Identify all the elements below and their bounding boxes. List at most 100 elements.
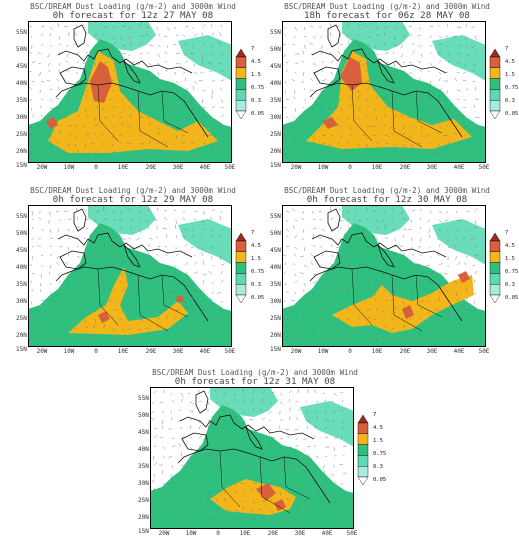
wind-arrow (213, 517, 218, 520)
wind-arrow (366, 217, 369, 221)
wind-arrow (312, 332, 314, 338)
wind-arrow (332, 427, 335, 430)
wind-arrow (463, 71, 467, 74)
wind-arrow (438, 219, 443, 223)
wind-arrow (198, 419, 200, 424)
wind-arrow (303, 44, 307, 49)
wind-arrow (339, 289, 342, 293)
wind-arrow (446, 327, 449, 332)
wind-arrow (216, 426, 220, 430)
wind-arrow (49, 282, 52, 285)
wind-arrow (337, 116, 341, 120)
wind-arrow (193, 210, 198, 212)
wind-arrow (184, 282, 189, 285)
wind-arrow (84, 143, 87, 148)
wind-arrow (94, 219, 98, 222)
lon-label: 50E (478, 348, 490, 355)
wind-arrow (438, 318, 440, 323)
wind-arrow (67, 336, 71, 340)
wind-arrow (119, 226, 123, 230)
wind-arrow (157, 62, 161, 67)
wind-arrow (366, 246, 372, 249)
wind-arrow (121, 309, 125, 314)
wind-arrow (333, 392, 337, 397)
wind-arrow (94, 132, 96, 136)
wind-arrow (159, 500, 164, 504)
country-border (219, 450, 311, 514)
wind-arrow (314, 445, 317, 448)
wind-arrow (419, 333, 422, 338)
wind-arrow (438, 263, 443, 266)
wind-arrow (348, 125, 352, 130)
wind-arrow (74, 32, 78, 37)
wind-arrow (112, 150, 117, 154)
wind-arrow (177, 419, 182, 422)
wind-arrow (295, 508, 299, 511)
wind-arrow (145, 71, 150, 74)
wind-arrow (402, 300, 404, 305)
wind-arrow (85, 133, 90, 136)
wind-arrow (243, 455, 246, 459)
wind-arrow (92, 264, 96, 268)
wind-arrow (301, 132, 305, 136)
wind-arrow (193, 219, 197, 221)
wind-arrow (292, 263, 296, 266)
wind-arrow (445, 282, 449, 285)
wind-arrow (279, 425, 281, 430)
wind-arrow (383, 255, 386, 259)
wind-arrow (76, 115, 80, 118)
wind-arrow (315, 416, 319, 421)
wind-arrow (252, 428, 256, 431)
wind-arrow (384, 69, 389, 73)
legend-label: 7 (251, 230, 255, 236)
wind-arrow (76, 334, 80, 338)
wind-arrow (357, 225, 359, 230)
wind-arrow (29, 152, 33, 155)
wind-arrow (92, 88, 96, 91)
wind-arrow (76, 298, 79, 302)
wind-arrow (402, 87, 404, 91)
wind-arrow (102, 152, 105, 155)
wind-arrow (112, 35, 115, 40)
wind-arrow (455, 210, 458, 213)
wind-arrow (128, 237, 132, 239)
wind-arrow (160, 516, 164, 520)
wind-arrow (312, 281, 317, 284)
wind-arrow (74, 143, 78, 148)
wind-arrow (270, 473, 275, 477)
wind-arrow (418, 327, 422, 332)
wind-arrow (208, 70, 213, 73)
wind-arrow (85, 246, 89, 251)
wind-arrow (224, 480, 227, 484)
wind-arrow (67, 253, 70, 257)
coastline (73, 208, 87, 232)
wind-arrow (85, 116, 89, 118)
wind-arrow (303, 325, 306, 329)
wind-arrow (291, 300, 296, 302)
wind-arrow (456, 261, 461, 266)
wind-arrow (288, 407, 292, 412)
wind-arrow (315, 491, 320, 495)
wind-arrow (324, 410, 327, 415)
wind-arrow (456, 71, 460, 74)
legend-swatch (235, 49, 247, 58)
dust-area-low (432, 35, 486, 81)
wind-arrow (47, 62, 51, 67)
wind-arrow (94, 318, 97, 323)
wind-arrow (286, 454, 290, 457)
wind-arrow (321, 282, 326, 284)
wind-arrow (393, 97, 396, 100)
wind-arrow (348, 148, 351, 154)
wind-arrow (49, 134, 53, 138)
wind-arrow (305, 462, 308, 466)
wind-arrow (207, 462, 212, 466)
wind-arrow (193, 261, 198, 266)
wind-arrow (92, 273, 96, 276)
wind-arrow (66, 300, 69, 305)
wind-arrow (297, 389, 299, 394)
wind-arrow (285, 210, 290, 213)
wind-arrow (373, 77, 377, 82)
wind-arrow (56, 261, 60, 266)
lon-label: 20E (145, 348, 157, 355)
wind-arrow (225, 509, 230, 511)
